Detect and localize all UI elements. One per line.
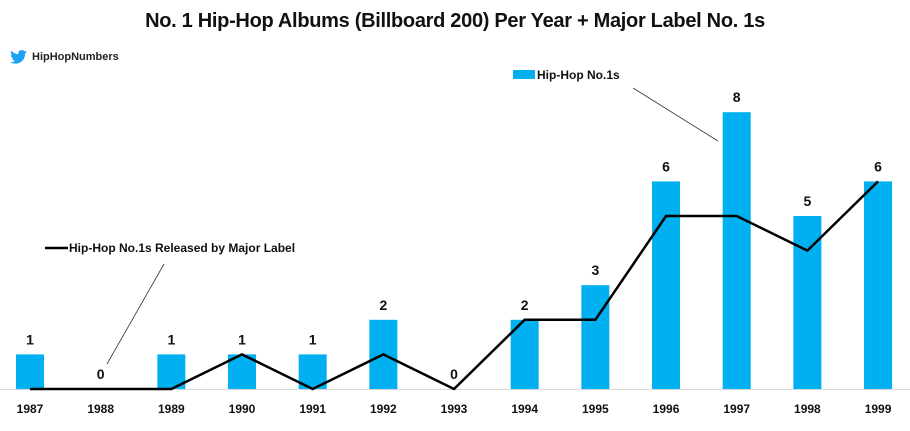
- bar-1997: [722, 112, 751, 389]
- bar-value-label-1993: 0: [450, 366, 458, 382]
- x-tick-label-1993: 1993: [441, 402, 468, 416]
- bar-1999: [864, 181, 893, 389]
- brand-credit: HipHopNumbers: [10, 50, 119, 64]
- legend-line-callout: [106, 263, 165, 365]
- bar-value-label-1988: 0: [97, 366, 105, 382]
- x-tick-label-1996: 1996: [653, 402, 680, 416]
- x-tick-label-1991: 1991: [299, 402, 326, 416]
- bar-value-label-1999: 6: [874, 158, 882, 174]
- bar-value-label-1994: 2: [521, 297, 529, 313]
- bar-value-label-1989: 1: [167, 331, 175, 347]
- x-tick-label-1998: 1998: [794, 402, 821, 416]
- bar-value-label-1995: 3: [591, 262, 599, 278]
- legend-bar-label: Hip-Hop No.1s: [537, 68, 620, 82]
- bar-1987: [16, 354, 44, 389]
- bar-value-label-1992: 2: [379, 297, 387, 313]
- bar-1994: [510, 319, 539, 389]
- brand-handle: HipHopNumbers: [32, 51, 119, 63]
- x-tick-label-1997: 1997: [723, 402, 750, 416]
- x-tick-label-1992: 1992: [370, 402, 397, 416]
- bar-value-label-1997: 8: [733, 89, 741, 105]
- bar-value-label-1996: 6: [662, 158, 670, 174]
- bar-value-label-1991: 1: [309, 331, 317, 347]
- x-tick-label-1989: 1989: [158, 402, 185, 416]
- legend-line-label: Hip-Hop No.1s Released by Major Label: [69, 241, 295, 255]
- bar-1996: [652, 181, 681, 389]
- legend-bar-callout: [632, 87, 719, 142]
- x-tick-label-1990: 1990: [229, 402, 256, 416]
- bar-value-label-1987: 1: [26, 331, 34, 347]
- major-label-line: [30, 180, 879, 391]
- bar-value-label-1998: 5: [803, 193, 811, 209]
- x-tick-label-1995: 1995: [582, 402, 609, 416]
- x-tick-label-1999: 1999: [865, 402, 892, 416]
- bar-1995: [581, 285, 610, 389]
- x-tick-label-1994: 1994: [511, 402, 538, 416]
- chart-title: No. 1 Hip-Hop Albums (Billboard 200) Per…: [145, 10, 765, 32]
- twitter-bird-icon: [10, 50, 27, 64]
- x-tick-label-1987: 1987: [17, 402, 44, 416]
- bar-value-label-1990: 1: [238, 331, 246, 347]
- legend-bar-swatch: [513, 70, 535, 79]
- x-tick-label-1988: 1988: [87, 402, 114, 416]
